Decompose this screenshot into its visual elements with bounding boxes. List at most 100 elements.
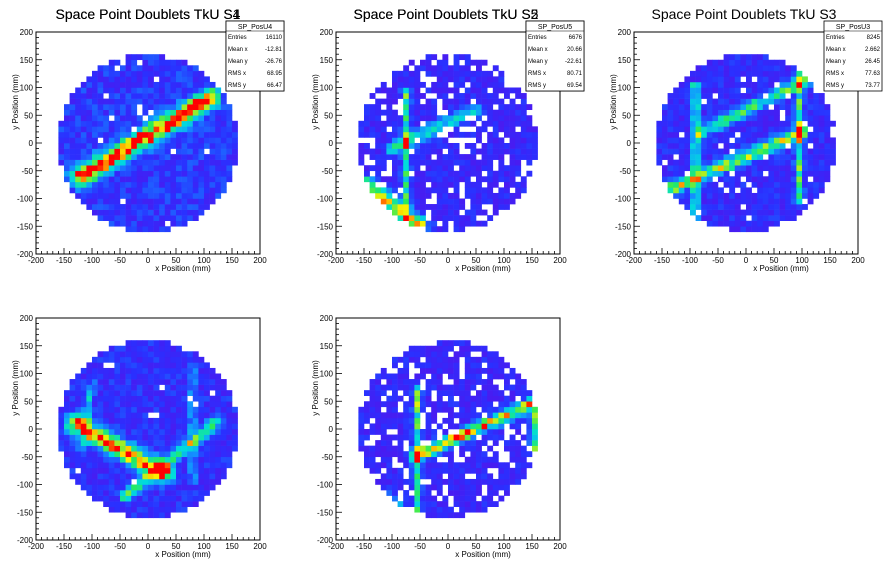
histogram-bin: [187, 159, 194, 166]
histogram-bin: [796, 159, 803, 166]
histogram-bin: [108, 501, 115, 507]
histogram-bin: [204, 429, 210, 435]
histogram-bin: [232, 412, 238, 419]
histogram-bin: [768, 137, 775, 144]
histogram-bin: [204, 81, 210, 88]
histogram-bin: [176, 120, 182, 127]
histogram-bin: [487, 81, 494, 88]
histogram-bin: [425, 126, 432, 133]
histogram-bin: [397, 478, 404, 485]
histogram-bin: [813, 104, 820, 110]
histogram-bin: [164, 451, 171, 458]
histogram-bin: [734, 176, 741, 183]
histogram-bin: [746, 143, 752, 149]
histogram-bin: [425, 501, 432, 507]
histogram-bin: [397, 423, 404, 430]
histogram-bin: [408, 406, 415, 413]
histogram-bin: [187, 70, 194, 77]
histogram-bin: [762, 159, 769, 166]
histogram-bin: [209, 104, 216, 110]
histogram-bin: [470, 501, 477, 507]
histogram-bin: [464, 345, 471, 352]
histogram-bin: [464, 445, 471, 452]
histogram-bin: [520, 384, 527, 391]
histogram-bin: [673, 165, 680, 172]
histogram-bin: [108, 351, 115, 358]
histogram-bin: [164, 495, 171, 502]
histogram-bin: [103, 198, 110, 205]
histogram-bin: [431, 187, 438, 194]
histogram-bin: [153, 59, 160, 66]
histogram-bin: [734, 198, 741, 205]
histogram-bin: [779, 176, 786, 183]
histogram-bin: [86, 423, 93, 430]
histogram-bin: [796, 98, 803, 105]
histogram-bin: [92, 373, 98, 380]
stats-label: RMS y: [228, 83, 246, 89]
histogram-bin: [481, 434, 488, 441]
histogram-bin: [487, 462, 494, 469]
histogram-bin: [181, 120, 188, 127]
histogram-bin: [131, 209, 138, 216]
histogram-bin: [403, 495, 410, 502]
histogram-bin: [92, 356, 98, 363]
histogram-bin: [153, 204, 160, 210]
histogram-bin: [425, 412, 432, 419]
histogram-bin: [364, 429, 370, 435]
histogram-bin: [532, 143, 538, 149]
x-tick-label: 200: [553, 542, 567, 551]
histogram-bin: [723, 215, 730, 221]
histogram-bin: [470, 412, 477, 419]
histogram-bin: [153, 501, 160, 507]
histogram-bin: [198, 154, 205, 160]
histogram-bin: [729, 70, 736, 77]
histogram-bin: [751, 154, 758, 160]
histogram-bin: [487, 98, 494, 105]
histogram-bin: [498, 148, 505, 155]
histogram-bin: [114, 445, 121, 452]
histogram-bin: [509, 440, 516, 446]
histogram-bin: [481, 120, 488, 127]
histogram-bin: [442, 445, 449, 452]
histogram-bin: [114, 181, 121, 188]
histogram-bin: [729, 220, 736, 227]
histogram-bin: [392, 187, 398, 194]
histogram-bin: [380, 198, 387, 205]
histogram-bin: [153, 198, 160, 205]
histogram-bin: [120, 434, 126, 441]
histogram-bin: [64, 126, 70, 133]
histogram-bin: [509, 445, 516, 452]
histogram-bin: [58, 423, 65, 430]
histogram-bin: [498, 187, 505, 194]
histogram-bin: [431, 456, 438, 463]
histogram-bin: [757, 215, 764, 221]
histogram-bin: [97, 440, 104, 446]
histogram-bin: [476, 159, 482, 166]
histogram-bin: [712, 126, 719, 133]
histogram-bin: [136, 115, 143, 122]
histogram-bin: [375, 154, 382, 160]
histogram-bin: [436, 390, 443, 396]
histogram-bin: [209, 395, 216, 402]
histogram-bin: [464, 351, 471, 358]
histogram-bin: [120, 104, 126, 110]
histogram-bin: [136, 192, 143, 199]
histogram-bin: [397, 115, 404, 122]
histogram-bin: [785, 137, 792, 144]
histogram-bin: [369, 406, 376, 413]
histogram-bin: [520, 187, 527, 194]
histogram-bin: [131, 406, 138, 413]
histogram-bin: [153, 176, 160, 183]
histogram-bin: [75, 401, 82, 408]
histogram-bin: [718, 70, 724, 77]
histogram-bin: [408, 93, 415, 99]
y-axis-title: y Position (mm): [11, 74, 20, 130]
histogram-bin: [746, 54, 752, 61]
histogram-bin: [740, 109, 747, 116]
histogram-bin: [397, 417, 404, 424]
histogram-bin: [69, 137, 76, 144]
histogram-bin: [403, 362, 410, 369]
histogram-bin: [125, 143, 132, 149]
histogram-bin: [164, 76, 171, 83]
histogram-bin: [712, 159, 719, 166]
